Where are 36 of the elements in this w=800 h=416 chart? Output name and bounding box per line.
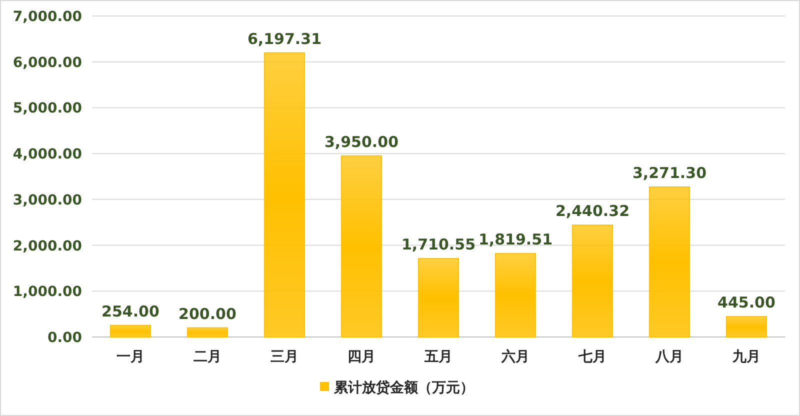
data-label: 3,950.00: [324, 132, 399, 151]
data-label: 3,271.30: [632, 164, 707, 182]
data-label: 1,819.51: [478, 230, 553, 249]
legend-label: 累计放贷金额（万元）: [333, 379, 474, 396]
x-tick-label: 九月: [732, 349, 760, 365]
y-tick-label: 7,000.00: [12, 9, 82, 25]
x-tick-label: 二月: [194, 349, 222, 365]
data-label: 200.00: [178, 304, 236, 323]
data-label: 1,710.55: [401, 236, 476, 254]
bar: [186, 327, 228, 338]
data-label: 254.00: [102, 302, 160, 320]
bar: [726, 316, 768, 338]
x-tick-label: 五月: [424, 349, 452, 365]
y-tick-label: 4,000.00: [12, 146, 82, 163]
y-tick-label: 0.00: [47, 330, 82, 346]
x-tick-label: 八月: [654, 349, 684, 365]
x-tick-label: 七月: [578, 349, 606, 365]
x-tick-label: 一月: [116, 349, 144, 365]
bar: [340, 155, 382, 338]
bar: [264, 52, 306, 338]
y-tick-label: 6,000.00: [12, 54, 82, 71]
bar: [572, 224, 614, 338]
x-tick-label: 三月: [270, 349, 298, 365]
data-label: 445.00: [718, 294, 776, 312]
bar: [648, 186, 690, 338]
bar: [110, 324, 152, 338]
y-tick-label: 5,000.00: [12, 100, 82, 117]
data-label: 6,197.31: [247, 30, 322, 48]
bar: [418, 258, 460, 338]
data-label: 2,440.32: [555, 202, 630, 220]
y-tick-label: 1,000.00: [12, 284, 82, 300]
bar: [494, 253, 536, 338]
y-tick-label: 2,000.00: [12, 238, 82, 254]
x-tick-label: 六月: [500, 348, 530, 365]
y-tick-label: 3,000.00: [12, 192, 82, 208]
x-tick-label: 四月: [348, 349, 376, 365]
